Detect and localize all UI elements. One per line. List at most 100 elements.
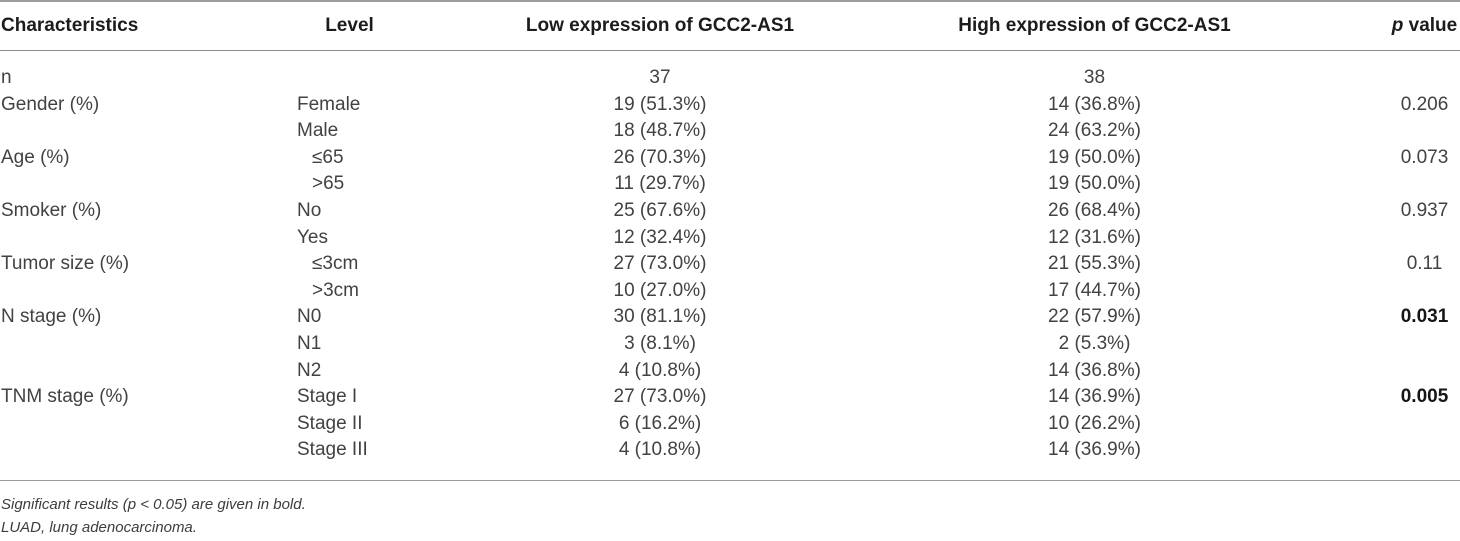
- table-body: n 37 38 Gender (%) Female 19 (51.3%) 14 (36.8%…: [0, 51, 1460, 481]
- cell-characteristic: [0, 358, 297, 385]
- header-characteristics: Characteristics: [0, 1, 297, 51]
- cell-high: 19 (50.0%): [1048, 173, 1141, 195]
- cell-p: 0.005: [1400, 386, 1449, 408]
- cell-low: 10 (27.0%): [613, 279, 707, 301]
- cell-p: [1271, 358, 1460, 385]
- footnote-significance: Significant results (p < 0.05) are given…: [1, 495, 306, 513]
- cell-characteristic: [0, 118, 297, 145]
- cell-low: 4 (10.8%): [618, 359, 702, 381]
- cell-low: 25 (67.6%): [613, 199, 707, 221]
- cell-level: No: [297, 199, 322, 221]
- cell-low: 26 (70.3%): [613, 146, 707, 168]
- cell-low: 12 (32.4%): [613, 226, 707, 248]
- cell-p: 0.073: [1400, 146, 1449, 168]
- cell-p: 0.031: [1400, 306, 1449, 328]
- cell-level: Yes: [297, 226, 328, 248]
- clinical-characteristics-table: Characteristics Level Low expression of …: [0, 0, 1460, 481]
- cell-characteristic: Smoker (%): [1, 199, 102, 221]
- footnote-abbreviation: LUAD, lung adenocarcinoma.: [1, 519, 197, 537]
- cell-characteristic: Tumor size (%): [1, 253, 130, 275]
- table-row: >3cm 10 (27.0%) 17 (44.7%): [0, 278, 1460, 305]
- cell-low: 3 (8.1%): [624, 332, 696, 354]
- cell-characteristic: Age (%): [1, 146, 70, 168]
- cell-level: Female: [297, 93, 361, 115]
- p-value-italic-p: p: [1391, 15, 1404, 36]
- p-value-rest: value: [1403, 15, 1458, 36]
- table-row: Stage III 4 (10.8%) 14 (36.9%): [0, 437, 1460, 480]
- cell-level: N1: [297, 332, 322, 354]
- cell-low: 30 (81.1%): [613, 306, 707, 328]
- table-row: TNM stage (%) Stage I 27 (73.0%) 14 (36.9%)…: [0, 384, 1460, 411]
- table-row: >65 11 (29.7%) 19 (50.0%): [0, 171, 1460, 198]
- cell-p: [1271, 118, 1460, 145]
- cell-characteristic: [0, 437, 297, 480]
- cell-level: ≤3cm: [312, 253, 359, 275]
- cell-characteristic: [0, 278, 297, 305]
- cell-high: 2 (5.3%): [1058, 332, 1131, 354]
- cell-high: 14 (36.9%): [1048, 386, 1141, 408]
- cell-characteristic: [0, 225, 297, 252]
- cell-high: 19 (50.0%): [1048, 146, 1141, 168]
- cell-level: >3cm: [312, 279, 359, 301]
- cell-level: N2: [297, 359, 322, 381]
- table-row: N2 4 (10.8%) 14 (36.8%): [0, 358, 1460, 385]
- cell-characteristic: [0, 171, 297, 198]
- cell-characteristic: n: [1, 67, 12, 88]
- cell-characteristic: [0, 331, 297, 358]
- cell-high: 14 (36.8%): [1048, 359, 1141, 381]
- table-row: Yes 12 (32.4%) 12 (31.6%): [0, 225, 1460, 252]
- cell-level: [297, 51, 402, 92]
- cell-high: 12 (31.6%): [1048, 226, 1141, 248]
- table-row: n 37 38: [0, 51, 1460, 92]
- cell-p: 0.937: [1400, 199, 1449, 221]
- header-level: Level: [297, 1, 402, 51]
- cell-level: ≤65: [312, 146, 344, 168]
- table-row: Smoker (%) No 25 (67.6%) 26 (68.4%) 0.937: [0, 198, 1460, 225]
- header-row: Characteristics Level Low expression of …: [0, 1, 1460, 51]
- table-row: Gender (%) Female 19 (51.3%) 14 (36.8%) 0.20…: [0, 92, 1460, 119]
- cell-p: [1271, 51, 1460, 92]
- table-row: Male 18 (48.7%) 24 (63.2%): [0, 118, 1460, 145]
- cell-low: 4 (10.8%): [618, 439, 702, 461]
- cell-low: 6 (16.2%): [618, 412, 702, 434]
- cell-p: [1271, 331, 1460, 358]
- cell-low: 18 (48.7%): [613, 120, 707, 142]
- cell-low: 37: [649, 67, 671, 88]
- cell-p: [1271, 171, 1460, 198]
- cell-high: 17 (44.7%): [1048, 279, 1141, 301]
- cell-characteristic: N stage (%): [1, 306, 102, 328]
- cell-p: 0.11: [1406, 253, 1443, 275]
- cell-level: Stage III: [297, 439, 368, 461]
- cell-characteristic: [0, 411, 297, 438]
- cell-characteristic: Gender (%): [1, 93, 100, 115]
- cell-characteristic: TNM stage (%): [1, 386, 129, 408]
- table-row: Age (%) ≤65 26 (70.3%) 19 (50.0%) 0.073: [0, 145, 1460, 172]
- cell-high: 14 (36.8%): [1048, 93, 1141, 115]
- cell-low: 19 (51.3%): [613, 93, 707, 115]
- cell-low: 27 (73.0%): [613, 253, 707, 275]
- cell-level: Male: [297, 120, 339, 142]
- cell-high: 14 (36.9%): [1048, 439, 1141, 461]
- cell-p: [1271, 437, 1460, 480]
- table-row: N stage (%) N0 30 (81.1%) 22 (57.9%) 0.031: [0, 304, 1460, 331]
- cell-high: 26 (68.4%): [1048, 199, 1141, 221]
- cell-low: 11 (29.7%): [614, 173, 706, 195]
- cell-level: >65: [312, 173, 345, 195]
- cell-high: 38: [1083, 67, 1106, 88]
- table-row: Stage II 6 (16.2%) 10 (26.2%): [0, 411, 1460, 438]
- table-row: Tumor size (%) ≤3cm 27 (73.0%) 21 (55.3%) 0.…: [0, 251, 1460, 278]
- cell-p: [1271, 278, 1460, 305]
- cell-high: 24 (63.2%): [1048, 120, 1141, 142]
- cell-p: [1271, 411, 1460, 438]
- table-header: Characteristics Level Low expression of …: [0, 1, 1460, 51]
- cell-level: N0: [297, 306, 322, 328]
- cell-low: 27 (73.0%): [613, 386, 707, 408]
- cell-p: [1271, 225, 1460, 252]
- cell-p: 0.206: [1400, 93, 1449, 115]
- cell-level: Stage II: [297, 412, 363, 434]
- cell-high: 10 (26.2%): [1048, 412, 1141, 434]
- cell-level: Stage I: [297, 386, 358, 408]
- cell-high: 21 (55.3%): [1048, 253, 1141, 275]
- header-p-value: p value: [1271, 1, 1460, 51]
